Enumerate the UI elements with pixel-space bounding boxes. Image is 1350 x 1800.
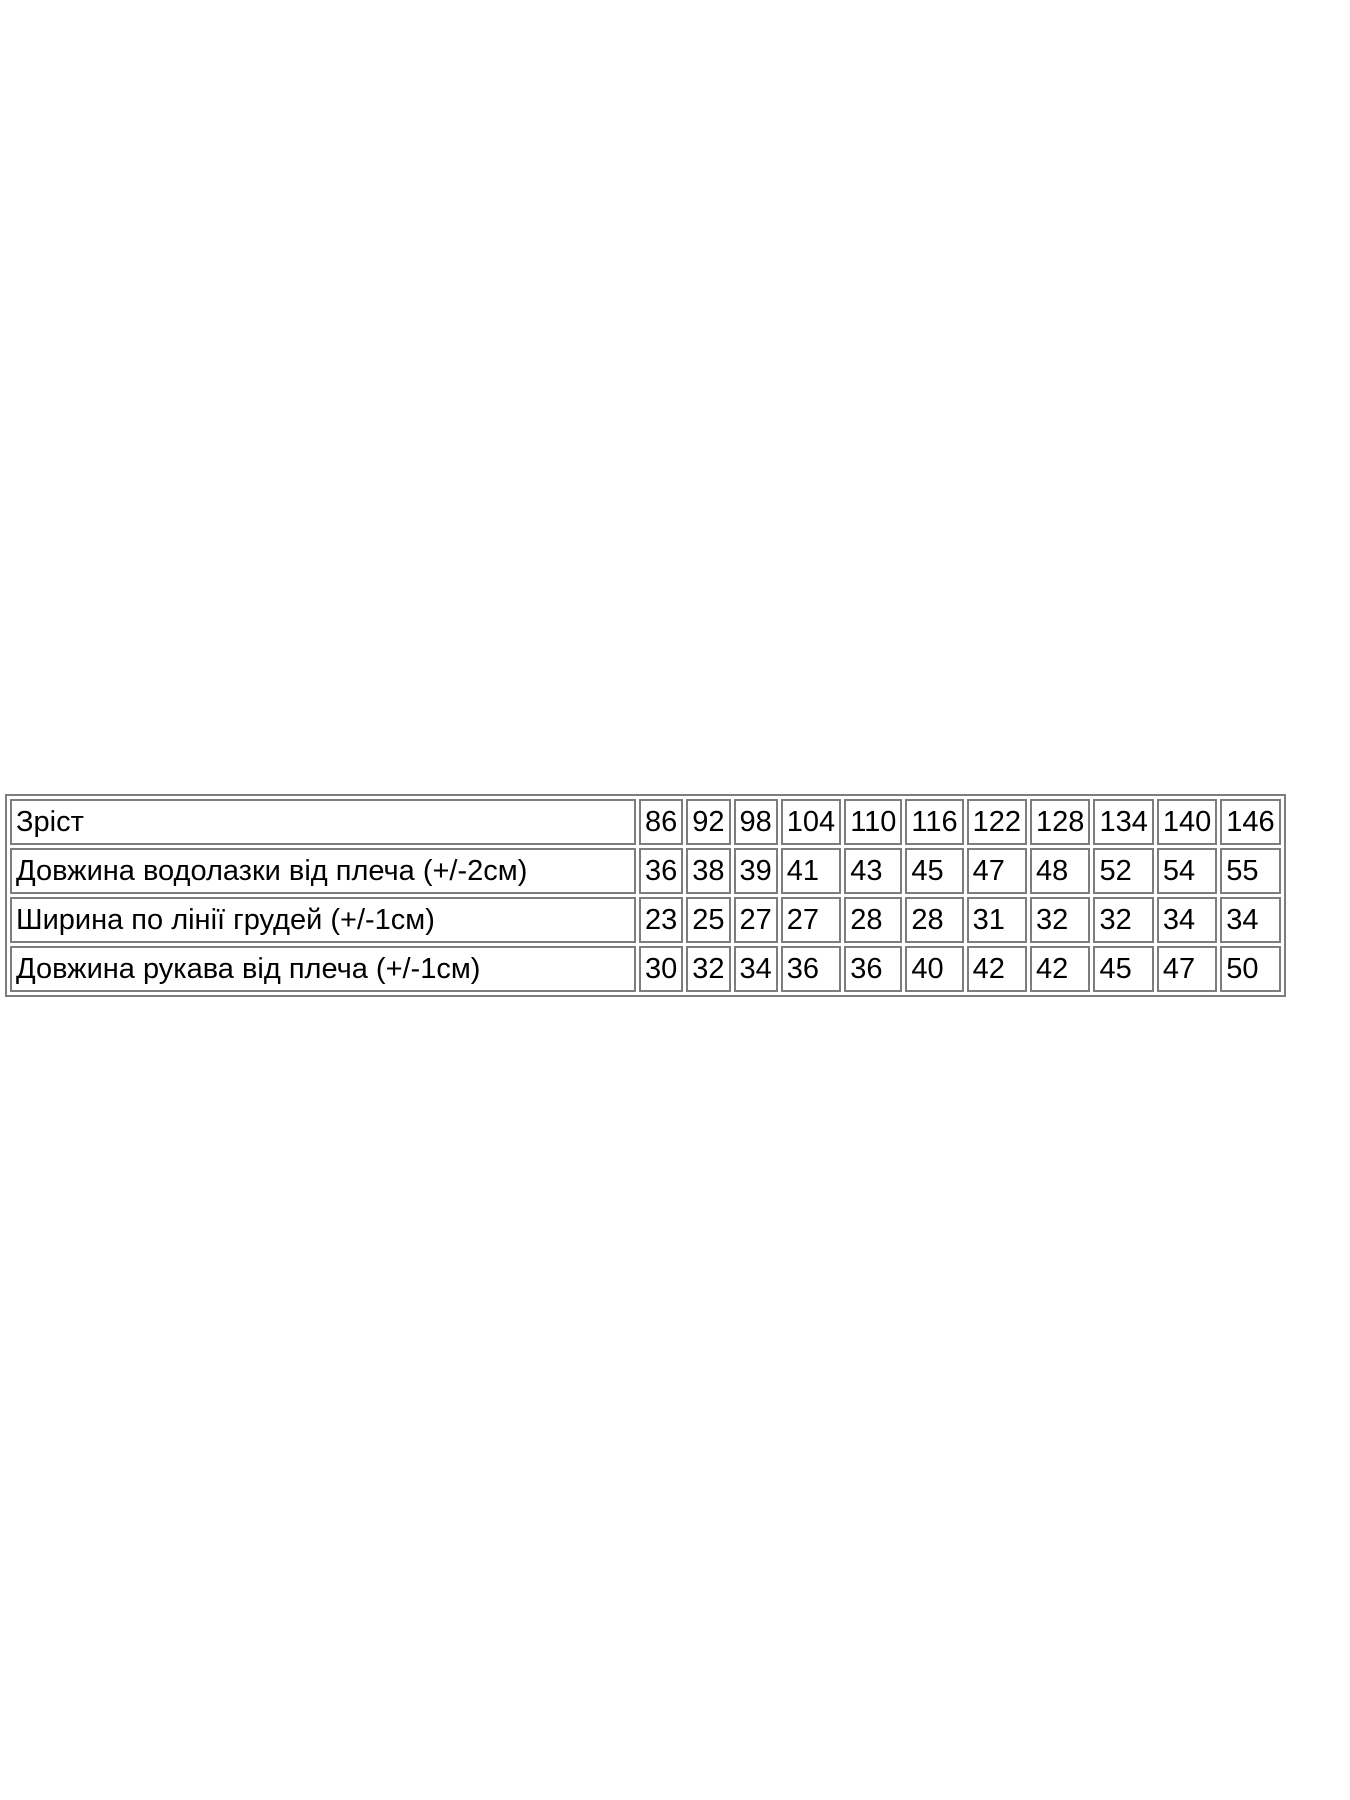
size-cell: 50 xyxy=(1220,946,1281,992)
table-row-chest-width: Ширина по лінії грудей (+/-1см) 23 25 27… xyxy=(10,897,1281,943)
size-chart-table: Зріст 86 92 98 104 110 116 122 128 134 1… xyxy=(5,794,1286,997)
table-row-turtleneck-length: Довжина водолазки від плеча (+/-2см) 36 … xyxy=(10,848,1281,894)
table-row-sleeve-length: Довжина рукава від плеча (+/-1см) 30 32 … xyxy=(10,946,1281,992)
size-cell: 48 xyxy=(1030,848,1091,894)
size-cell: 54 xyxy=(1156,848,1218,894)
size-cell: 146 xyxy=(1220,799,1281,845)
size-cell: 40 xyxy=(905,946,964,992)
size-cell: 98 xyxy=(733,799,778,845)
size-cell: 134 xyxy=(1093,799,1154,845)
size-cell: 23 xyxy=(639,897,684,943)
size-cell: 104 xyxy=(780,799,842,845)
size-cell: 25 xyxy=(686,897,731,943)
size-cell: 32 xyxy=(686,946,731,992)
size-cell: 128 xyxy=(1030,799,1091,845)
size-cell: 45 xyxy=(905,848,964,894)
size-cell: 34 xyxy=(1156,897,1218,943)
size-cell: 34 xyxy=(1220,897,1281,943)
size-cell: 27 xyxy=(780,897,842,943)
size-cell: 52 xyxy=(1093,848,1154,894)
size-cell: 30 xyxy=(639,946,684,992)
size-cell: 38 xyxy=(686,848,731,894)
table-row-height: Зріст 86 92 98 104 110 116 122 128 134 1… xyxy=(10,799,1281,845)
size-cell: 34 xyxy=(733,946,778,992)
size-cell: 39 xyxy=(733,848,778,894)
size-cell: 32 xyxy=(1030,897,1091,943)
size-cell: 92 xyxy=(686,799,731,845)
size-cell: 140 xyxy=(1156,799,1218,845)
size-cell: 110 xyxy=(844,799,903,845)
size-cell: 86 xyxy=(639,799,684,845)
row-label-chest-width: Ширина по лінії грудей (+/-1см) xyxy=(10,897,636,943)
size-cell: 47 xyxy=(1156,946,1218,992)
size-cell: 42 xyxy=(966,946,1028,992)
size-cell: 122 xyxy=(966,799,1028,845)
size-cell: 116 xyxy=(905,799,964,845)
size-cell: 32 xyxy=(1093,897,1154,943)
size-cell: 36 xyxy=(639,848,684,894)
row-label-sleeve-length: Довжина рукава від плеча (+/-1см) xyxy=(10,946,636,992)
size-cell: 42 xyxy=(1030,946,1091,992)
size-cell: 36 xyxy=(844,946,903,992)
size-cell: 31 xyxy=(966,897,1028,943)
size-cell: 36 xyxy=(780,946,842,992)
size-cell: 27 xyxy=(733,897,778,943)
size-cell: 28 xyxy=(844,897,903,943)
size-cell: 45 xyxy=(1093,946,1154,992)
size-cell: 43 xyxy=(844,848,903,894)
size-cell: 28 xyxy=(905,897,964,943)
row-label-turtleneck-length: Довжина водолазки від плеча (+/-2см) xyxy=(10,848,636,894)
size-cell: 47 xyxy=(966,848,1028,894)
size-cell: 55 xyxy=(1220,848,1281,894)
row-label-height: Зріст xyxy=(10,799,636,845)
size-cell: 41 xyxy=(780,848,842,894)
